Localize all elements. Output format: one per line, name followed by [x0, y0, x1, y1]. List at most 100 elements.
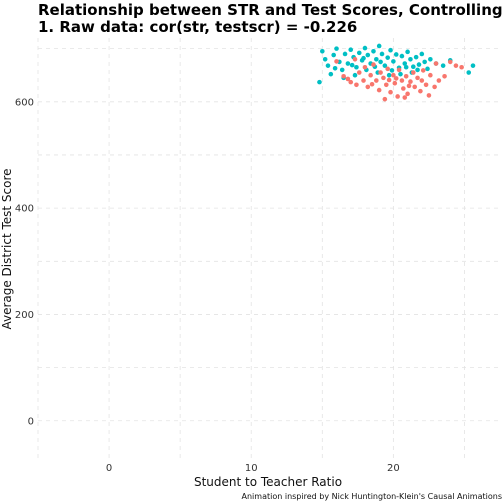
data-point [416, 62, 422, 67]
data-point [425, 66, 430, 72]
data-point [395, 94, 400, 99]
data-point [374, 78, 379, 83]
x-tick-label: 0 [106, 463, 112, 474]
data-point [392, 80, 398, 86]
data-point [391, 59, 396, 64]
data-point [406, 83, 412, 89]
data-point [470, 63, 476, 68]
data-point [362, 45, 368, 51]
x-tick-label: 20 [387, 463, 400, 474]
grid-lines [37, 38, 500, 458]
data-point [428, 56, 433, 62]
data-point [376, 87, 382, 93]
data-point [361, 55, 366, 61]
data-point [354, 64, 359, 70]
data-point [440, 63, 446, 68]
data-point [325, 63, 331, 68]
data-point [381, 75, 386, 81]
data-point [386, 72, 392, 78]
data-point [378, 70, 383, 75]
data-point [432, 84, 437, 90]
data-point [396, 67, 402, 73]
data-point [356, 70, 362, 75]
data-point [334, 46, 339, 51]
data-point [385, 55, 390, 60]
data-point [379, 51, 385, 57]
data-point [410, 64, 416, 70]
data-point [374, 56, 379, 62]
data-point [408, 56, 413, 62]
data-point [348, 79, 354, 85]
data-point [423, 82, 429, 88]
data-point [341, 73, 346, 79]
data-point [453, 63, 459, 68]
data-point [365, 84, 371, 90]
data-point [383, 82, 389, 88]
data-point [399, 53, 405, 59]
data-point [348, 47, 354, 52]
data-point [393, 76, 399, 81]
data-point [403, 73, 409, 79]
data-points [317, 43, 476, 102]
data-point [419, 78, 425, 83]
data-point [419, 51, 425, 57]
chart-subtitle: 1. Raw data: cor(str, testscr) = -0.226 [38, 18, 357, 36]
data-point [433, 61, 439, 66]
x-axis-label: Student to Teacher Ratio [194, 475, 342, 489]
y-tick-label: 600 [15, 97, 34, 108]
data-point [399, 78, 405, 83]
data-point [376, 43, 382, 49]
data-point [334, 59, 339, 64]
y-tick-labels: 0 200 400 600 [15, 97, 34, 427]
data-point [389, 68, 395, 73]
data-point [420, 68, 426, 73]
data-point [428, 72, 433, 78]
data-point [328, 71, 334, 77]
data-point [386, 77, 392, 83]
data-point [345, 61, 351, 66]
data-point [415, 67, 420, 73]
data-point [369, 81, 375, 87]
data-point [393, 52, 399, 57]
data-point [442, 73, 447, 79]
y-axis-label: Average District Test Score [0, 168, 14, 329]
data-point [345, 76, 351, 82]
data-point [422, 59, 427, 65]
data-point [320, 48, 325, 54]
x-tick-label: 10 [245, 463, 258, 474]
data-point [352, 56, 358, 62]
data-point [418, 88, 423, 94]
data-point [365, 52, 371, 58]
data-point [349, 62, 355, 68]
data-point [331, 52, 336, 58]
data-point [391, 72, 396, 78]
data-point [368, 72, 373, 78]
data-point [415, 75, 420, 81]
data-point [332, 66, 338, 71]
y-tick-label: 200 [15, 310, 34, 321]
chart-title: Relationship between STR and Test Scores… [38, 1, 504, 19]
data-point [322, 56, 328, 62]
data-point [459, 64, 464, 70]
data-point [408, 79, 413, 84]
data-point [402, 61, 408, 66]
data-point [371, 62, 376, 67]
y-tick-label: 400 [15, 204, 34, 215]
data-point [385, 66, 390, 72]
data-point [342, 51, 348, 57]
data-point [317, 79, 322, 85]
data-point [382, 96, 388, 102]
data-point [403, 64, 409, 70]
data-point [371, 48, 376, 54]
data-point [436, 78, 442, 83]
data-point [412, 84, 418, 90]
data-point [413, 54, 419, 60]
data-point [401, 86, 406, 91]
data-point [398, 71, 403, 77]
chart-caption: Animation inspired by Nick Huntington-Kl… [242, 492, 502, 501]
data-point [356, 50, 362, 56]
data-point [405, 91, 410, 97]
data-point [466, 70, 472, 75]
